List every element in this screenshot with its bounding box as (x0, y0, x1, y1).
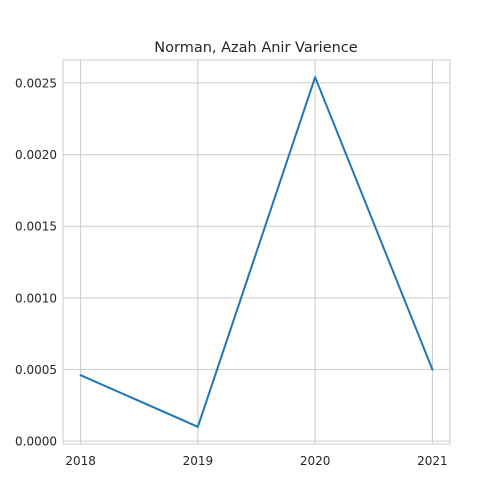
y-tick-label: 0.0005 (15, 363, 57, 377)
grid (63, 60, 450, 444)
x-axis: 2018 2019 2020 2021 (65, 454, 447, 468)
chart-title: Norman, Azah Anir Varience (154, 40, 358, 56)
series-layer (79, 76, 434, 428)
x-tick-label: 2020 (300, 454, 331, 468)
y-axis: 0.0000 0.0005 0.0010 0.0015 0.0020 0.0025 (15, 76, 57, 448)
plot-frame (62, 59, 451, 445)
x-tick-label: 2021 (417, 454, 448, 468)
x-tick-label: 2019 (183, 454, 214, 468)
y-tick-label: 0.0015 (15, 220, 57, 234)
y-tick-label: 0.0025 (15, 76, 57, 90)
x-tick-label: 2018 (65, 454, 96, 468)
y-tick-label: 0.0000 (15, 435, 57, 449)
y-tick-label: 0.0020 (15, 148, 57, 162)
y-tick-label: 0.0010 (15, 291, 57, 305)
series-line (79, 76, 434, 428)
